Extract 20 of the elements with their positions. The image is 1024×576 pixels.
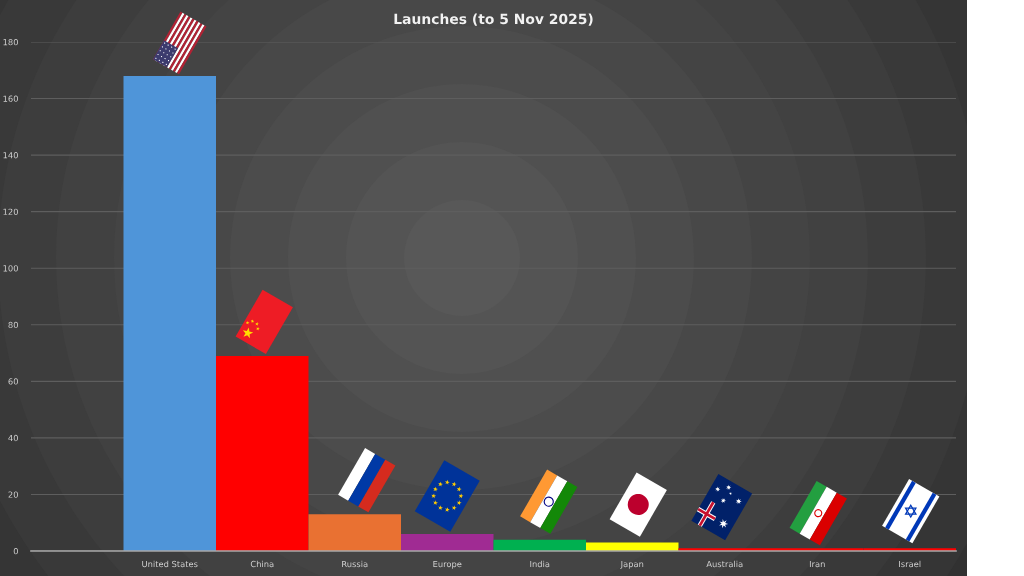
x-tick-label: United States [142, 560, 198, 568]
y-tick-label: 60 [8, 378, 18, 385]
x-tick-label: China [250, 560, 274, 568]
x-tick-label: Israel [899, 560, 921, 568]
y-tick-label: 20 [8, 491, 18, 498]
y-tick-label: 0 [13, 547, 18, 555]
y-tick-label: 40 [8, 434, 18, 442]
y-tick-label: 140 [3, 152, 18, 159]
x-tick-label: Japan [620, 560, 644, 569]
y-tick-label: 120 [3, 208, 18, 215]
y-tick-label: 180 [3, 38, 18, 46]
x-tick-label: Iran [809, 560, 825, 568]
chart-title: Launches (to 5 Nov 2025) [394, 13, 593, 26]
x-tick-label: Russia [342, 560, 368, 568]
x-tick-label: Australia [706, 560, 743, 568]
y-tick-label: 100 [3, 265, 18, 272]
y-tick-label: 80 [8, 321, 18, 329]
x-tick-label: Europe [433, 560, 462, 569]
y-tick-label: 160 [3, 95, 18, 102]
x-tick-label: India [530, 560, 550, 568]
